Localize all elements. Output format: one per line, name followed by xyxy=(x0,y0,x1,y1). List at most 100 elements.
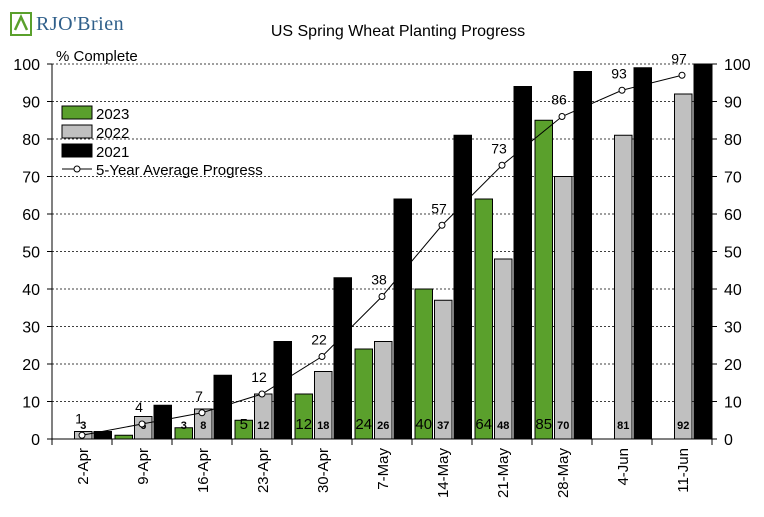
x-tick-label: 2-Apr xyxy=(75,448,92,485)
y-tick-label-right: 20 xyxy=(724,357,742,374)
bar-2021 xyxy=(153,404,172,440)
average-label: 38 xyxy=(371,272,387,288)
x-tick-label: 14-May xyxy=(435,448,452,499)
bar-2021 xyxy=(333,277,352,440)
average-label: 7 xyxy=(195,388,203,404)
average-label: 86 xyxy=(551,92,567,108)
bar-2022 xyxy=(254,393,273,440)
average-point xyxy=(138,420,146,428)
y-tick-label-right: 40 xyxy=(724,282,742,299)
average-label: 73 xyxy=(491,140,507,156)
bar-2023 xyxy=(114,434,133,440)
average-label: 4 xyxy=(135,399,143,415)
data-label-2023: 12 xyxy=(295,416,312,433)
bar-2022 xyxy=(614,134,633,440)
data-label-2022: 18 xyxy=(317,420,329,432)
data-label-2023: 5 xyxy=(240,416,248,433)
y-tick-label-right: 90 xyxy=(724,95,742,112)
average-point xyxy=(198,409,206,417)
average-point xyxy=(318,353,326,360)
legend-swatch-2022 xyxy=(61,124,93,139)
average-label: 22 xyxy=(311,332,327,348)
bar-2023 xyxy=(234,419,253,440)
x-tick-label: 9-Apr xyxy=(135,448,152,485)
y-tick-label-right: 10 xyxy=(724,395,742,412)
data-label-2022: 3 xyxy=(80,420,86,432)
data-label-2023: 3 xyxy=(181,420,187,432)
data-label-2022: 12 xyxy=(257,420,269,432)
bar-2021 xyxy=(453,134,472,440)
bar-2021 xyxy=(213,374,232,440)
average-point xyxy=(438,221,446,229)
y-tick-label-left: 30 xyxy=(22,320,40,337)
data-label-2023: 85 xyxy=(535,416,552,433)
bar-2021 xyxy=(633,67,652,440)
bar-2022 xyxy=(134,416,153,440)
bar-2023 xyxy=(294,393,313,440)
average-label: 97 xyxy=(671,50,687,66)
data-label-2023: 40 xyxy=(415,416,432,433)
legend-swatch-2023 xyxy=(61,105,93,120)
data-label-2022: 70 xyxy=(557,420,569,432)
bar-2022 xyxy=(494,258,513,440)
average-point xyxy=(378,293,386,300)
bar-2022 xyxy=(314,371,333,440)
legend-label-2021: 2021 xyxy=(96,144,129,161)
y-tick-label-left: 10 xyxy=(22,395,40,412)
bar-2022 xyxy=(434,299,453,440)
x-tick-label: 21-May xyxy=(495,448,512,499)
y-tick-label-left: 90 xyxy=(22,95,40,112)
average-point xyxy=(558,113,566,120)
bar-2021 xyxy=(573,71,592,440)
data-label-2022: 26 xyxy=(377,420,389,432)
y-tick-label-left: 0 xyxy=(31,432,40,449)
bar-2021 xyxy=(393,198,412,440)
y-tick-label-left: 50 xyxy=(22,245,40,262)
y-axis-label: % Complete xyxy=(56,48,138,65)
legend-average-marker xyxy=(73,165,81,173)
logo-mark-icon xyxy=(10,12,32,36)
x-tick-label: 30-Apr xyxy=(315,448,332,493)
legend-label-2023: 2023 xyxy=(96,106,129,123)
y-tick-label-right: 50 xyxy=(724,245,742,262)
y-tick-label-right: 70 xyxy=(724,170,742,187)
y-tick-label-right: 80 xyxy=(724,132,742,149)
data-label-2022: 81 xyxy=(617,420,629,432)
data-label-2022: 37 xyxy=(437,420,449,432)
y-tick-label-left: 100 xyxy=(13,57,40,74)
y-tick-label-right: 0 xyxy=(724,432,733,449)
bar-2023 xyxy=(474,198,493,440)
y-tick-label-left: 80 xyxy=(22,132,40,149)
bar-2022 xyxy=(194,408,213,440)
bar-2023 xyxy=(414,288,433,440)
y-tick-label-right: 30 xyxy=(724,320,742,337)
y-tick-label-right: 60 xyxy=(724,207,742,224)
average-point xyxy=(618,86,626,94)
chart-title: US Spring Wheat Planting Progress xyxy=(271,23,525,40)
legend-label-2022: 2022 xyxy=(96,125,129,142)
y-tick-label-left: 20 xyxy=(22,357,40,374)
bar-2022 xyxy=(554,176,573,440)
average-point xyxy=(258,390,266,398)
bar-2023 xyxy=(174,427,193,440)
y-tick-label-left: 40 xyxy=(22,282,40,299)
bar-2021 xyxy=(513,86,532,440)
average-label: 12 xyxy=(251,369,267,385)
x-tick-label: 11-Jun xyxy=(675,448,692,493)
bar-2023 xyxy=(354,348,373,440)
logo-text: RJO'Brien xyxy=(36,12,125,35)
bar-2021 xyxy=(693,63,712,440)
bar-2021 xyxy=(273,341,292,440)
data-label-2022: 8 xyxy=(200,420,206,432)
legend-label-average: 5-Year Average Progress xyxy=(96,162,263,179)
x-tick-label: 23-Apr xyxy=(255,448,272,493)
y-tick-label-left: 60 xyxy=(22,207,40,224)
average-point xyxy=(498,161,506,169)
average-point xyxy=(78,431,86,439)
data-label-2022: 48 xyxy=(497,420,509,432)
data-label-2023: 64 xyxy=(475,416,492,433)
x-tick-label: 28-May xyxy=(555,448,572,499)
bar-2022 xyxy=(674,93,693,440)
legend-swatch-2021 xyxy=(61,143,93,158)
